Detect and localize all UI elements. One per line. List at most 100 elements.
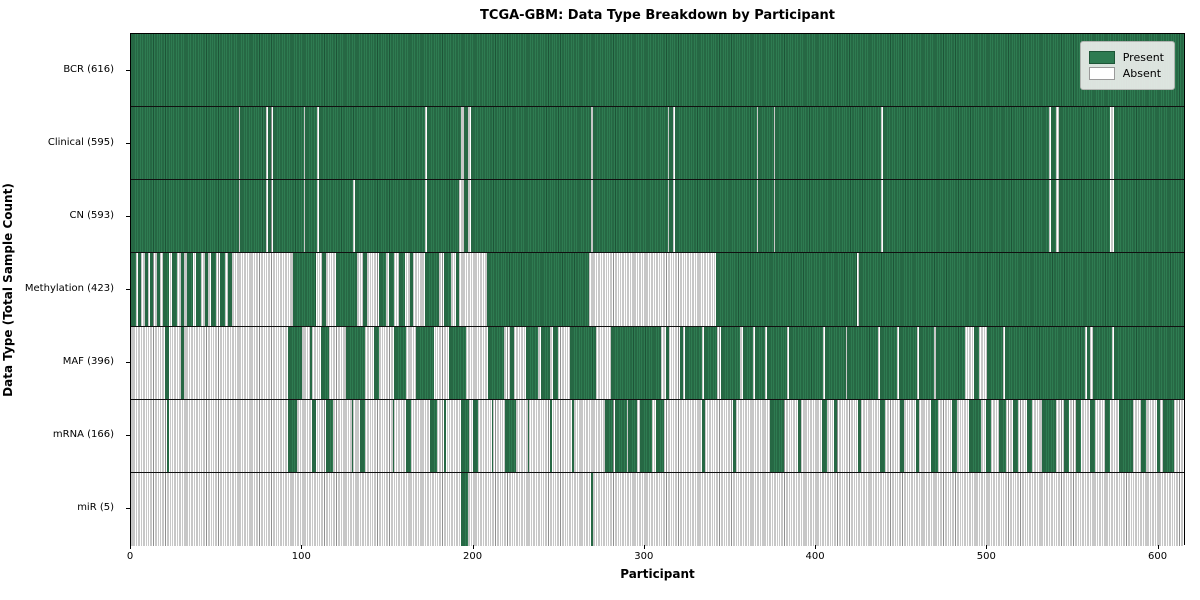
present-segment xyxy=(1064,399,1070,472)
absent-swatch xyxy=(1088,67,1115,80)
y-tick-label-miR: miR (5) xyxy=(77,502,114,514)
present-segment xyxy=(319,107,425,180)
present-segment xyxy=(351,399,354,472)
present-segment xyxy=(426,107,461,180)
present-segment xyxy=(985,399,991,472)
present-segment xyxy=(360,399,366,472)
x-tick-mark xyxy=(643,545,645,549)
y-tick-mark xyxy=(126,289,130,290)
present-segment xyxy=(915,399,920,472)
present-segment xyxy=(336,253,357,326)
present-segment xyxy=(267,180,272,253)
present-segment xyxy=(1119,399,1133,472)
present-segment xyxy=(742,326,754,399)
present-segment xyxy=(628,399,637,472)
present-segment xyxy=(674,107,757,180)
present-segment xyxy=(172,253,178,326)
x-tick-mark xyxy=(986,545,988,549)
y-tick-mark xyxy=(126,508,130,510)
present-segment xyxy=(491,399,494,472)
present-segment xyxy=(425,253,439,326)
present-segment xyxy=(701,399,706,472)
present-segment xyxy=(1141,399,1147,472)
heatmap-rows xyxy=(131,34,1184,546)
present-segment xyxy=(833,399,837,472)
present-segment xyxy=(443,399,446,472)
present-segment xyxy=(293,253,316,326)
x-tick-mark xyxy=(130,545,131,549)
present-segment xyxy=(669,180,673,253)
present-segment xyxy=(669,107,673,180)
x-tick-label-500: 500 xyxy=(976,551,996,562)
legend-present-label: Present xyxy=(1122,51,1164,64)
present-segment xyxy=(288,399,297,472)
present-segment xyxy=(406,399,412,472)
present-segment xyxy=(999,399,1007,472)
present-segment xyxy=(1086,326,1090,399)
present-segment xyxy=(797,399,802,472)
row-mRNA xyxy=(131,399,1184,473)
present-segment xyxy=(879,326,897,399)
present-segment xyxy=(679,326,684,399)
present-segment xyxy=(770,399,784,472)
present-segment xyxy=(674,180,757,253)
present-segment xyxy=(758,107,774,180)
present-segment xyxy=(898,326,918,399)
x-tick-label-400: 400 xyxy=(805,551,825,562)
present-segment xyxy=(211,253,217,326)
present-segment xyxy=(1076,399,1082,472)
present-segment xyxy=(931,399,938,472)
present-segment xyxy=(541,326,550,399)
present-segment xyxy=(1163,399,1174,472)
present-segment xyxy=(394,326,407,399)
present-segment xyxy=(187,253,193,326)
row-BCR xyxy=(131,34,1184,108)
present-segment xyxy=(590,472,593,546)
present-segment xyxy=(1113,326,1184,399)
present-segment xyxy=(443,253,451,326)
present-segment xyxy=(666,326,670,399)
present-segment xyxy=(131,34,1184,107)
present-segment xyxy=(399,253,405,326)
present-segment xyxy=(732,399,737,472)
present-segment xyxy=(240,107,267,180)
present-segment xyxy=(1059,107,1111,180)
y-axis-labels: BCR (616) Clinical (595) CN (593) Methylati… xyxy=(0,0,122,600)
present-segment xyxy=(604,399,614,472)
present-segment xyxy=(409,253,414,326)
present-segment xyxy=(392,399,395,472)
present-segment xyxy=(775,107,882,180)
present-segment xyxy=(448,326,467,399)
x-tick-label-100: 100 xyxy=(291,551,311,562)
row-CN xyxy=(131,180,1184,254)
present-segment xyxy=(720,326,740,399)
present-segment xyxy=(416,326,434,399)
present-segment xyxy=(305,180,318,253)
y-tick-mark xyxy=(126,435,130,437)
x-tick-mark xyxy=(301,545,303,549)
present-segment xyxy=(131,180,239,253)
present-segment xyxy=(1026,399,1032,472)
present-segment xyxy=(378,253,386,326)
present-segment xyxy=(1113,107,1184,180)
present-segment xyxy=(640,399,653,472)
y-tick-label-Methylation: Methylation (423) xyxy=(24,283,114,294)
present-segment xyxy=(919,326,935,399)
y-tick-mark xyxy=(126,362,130,364)
present-segment xyxy=(319,180,354,253)
y-tick-label-CN: CN (593) xyxy=(69,209,114,221)
present-segment xyxy=(973,326,979,399)
present-segment xyxy=(228,253,232,326)
present-segment xyxy=(267,107,272,180)
present-segment xyxy=(310,326,313,399)
present-segment xyxy=(163,253,169,326)
present-segment xyxy=(272,107,304,180)
present-segment xyxy=(389,253,395,326)
present-segment xyxy=(1093,326,1113,399)
row-miR xyxy=(131,472,1184,546)
present-segment xyxy=(131,107,239,180)
present-segment xyxy=(1004,326,1085,399)
x-tick-mark xyxy=(815,545,817,549)
present-segment xyxy=(488,326,504,399)
present-segment xyxy=(320,326,330,399)
